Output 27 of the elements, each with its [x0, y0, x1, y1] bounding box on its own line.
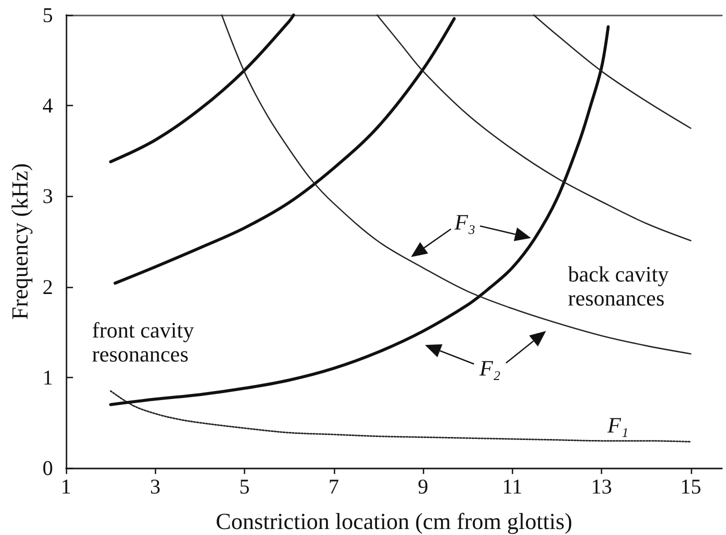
x-tick-label: 13: [591, 474, 612, 498]
x-tick-label: 7: [328, 474, 340, 498]
x-tick-label: 11: [502, 474, 522, 498]
line-series: [376, 14, 692, 242]
annotation: F₁: [606, 412, 629, 438]
x-tick-label: 1: [60, 474, 72, 498]
y-tick-label: 3: [42, 184, 53, 208]
line-series: [114, 17, 456, 285]
y-tick-label: 2: [42, 274, 53, 299]
line-series: [533, 14, 692, 129]
y-tick-label: 4: [42, 94, 54, 118]
line-series: [221, 14, 692, 354]
line-series: [110, 390, 692, 442]
annotation: back cavity resonances: [568, 262, 674, 310]
x-tick-label: 9: [418, 474, 428, 498]
line-series: [109, 14, 296, 164]
y-tick-label: 5: [42, 3, 53, 27]
annotation: F₃: [453, 210, 476, 234]
x-tick-label: 15: [680, 474, 702, 498]
y-tick-label: 1: [42, 365, 53, 390]
x-tick-label: 5: [239, 474, 250, 498]
x-tick-label: 3: [150, 474, 160, 498]
annotation: F₂: [478, 356, 501, 380]
y-tick-label: 0: [42, 456, 53, 480]
y-axis-title: Frequency (kHz): [8, 163, 33, 320]
annotation: front cavity resonances: [92, 318, 200, 366]
x-axis-title: Constriction location (cm from glottis): [216, 509, 572, 534]
